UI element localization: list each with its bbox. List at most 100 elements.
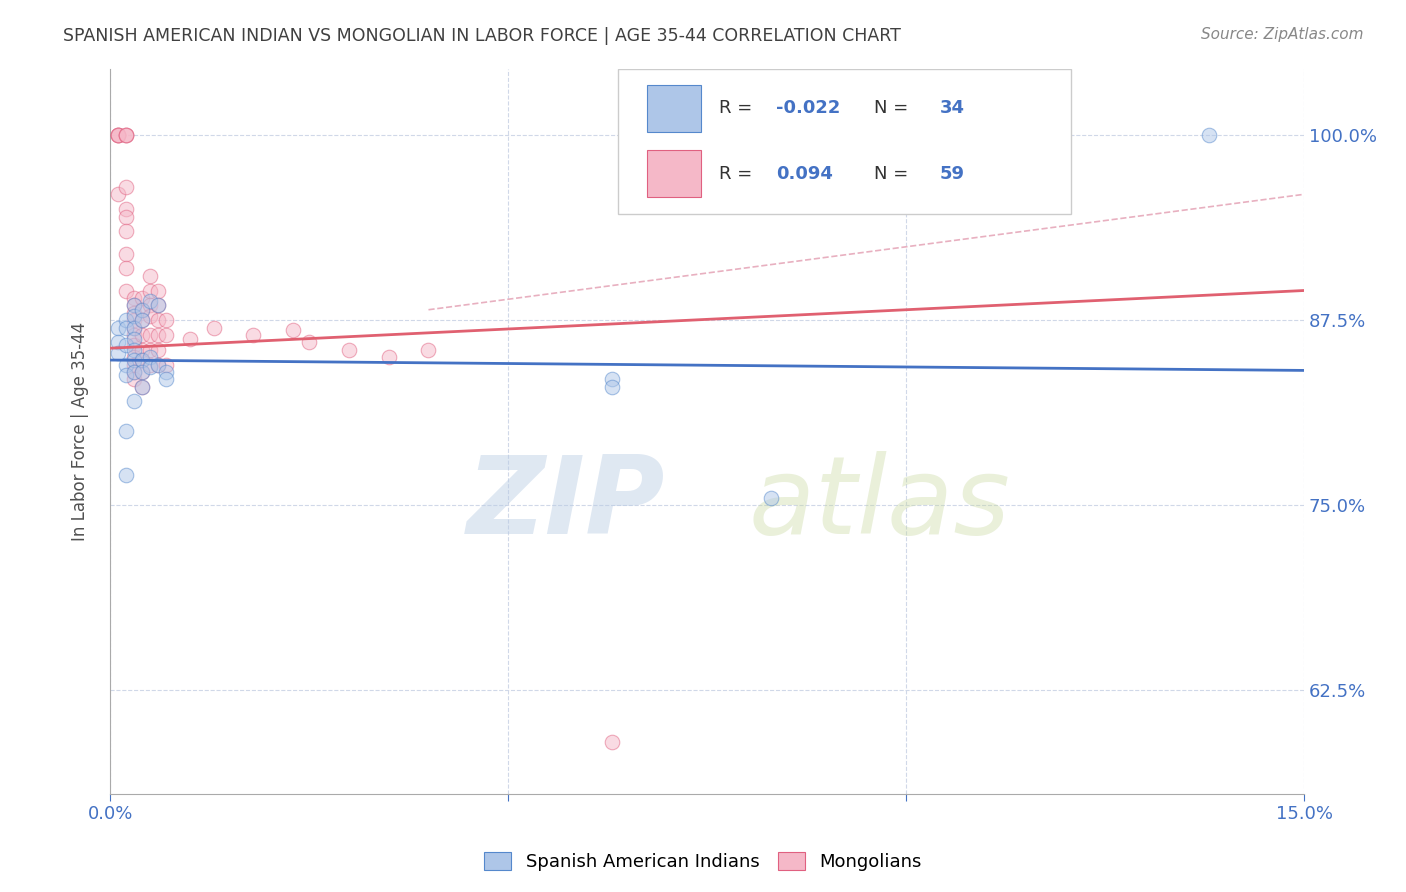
Point — [115, 320, 138, 334]
Point — [115, 128, 138, 142]
Point — [146, 358, 169, 372]
Point — [115, 368, 138, 382]
FancyBboxPatch shape — [617, 69, 1071, 213]
Point — [131, 353, 153, 368]
Point — [131, 313, 153, 327]
Point — [115, 261, 138, 276]
Point — [139, 350, 162, 364]
Point — [122, 350, 145, 364]
Point — [146, 343, 169, 357]
Point — [298, 335, 321, 350]
Point — [337, 343, 360, 357]
Point — [122, 306, 145, 320]
Point — [139, 298, 162, 312]
Point — [115, 338, 138, 352]
Point — [155, 372, 177, 386]
Point — [122, 365, 145, 379]
Point — [600, 380, 623, 394]
Point — [115, 424, 138, 438]
Point — [139, 284, 162, 298]
Point — [122, 332, 145, 346]
Point — [139, 358, 162, 372]
Text: ZIP: ZIP — [467, 450, 665, 557]
Point — [122, 338, 145, 352]
Point — [107, 320, 129, 334]
Text: -0.022: -0.022 — [776, 99, 841, 118]
Point — [131, 380, 153, 394]
Text: atlas: atlas — [749, 451, 1011, 556]
Point — [122, 309, 145, 323]
Point — [115, 224, 138, 238]
Point — [122, 298, 145, 312]
Text: Source: ZipAtlas.com: Source: ZipAtlas.com — [1201, 27, 1364, 42]
Point — [115, 358, 138, 372]
Point — [377, 350, 399, 364]
Point — [179, 332, 201, 346]
Text: SPANISH AMERICAN INDIAN VS MONGOLIAN IN LABOR FORCE | AGE 35-44 CORRELATION CHAR: SPANISH AMERICAN INDIAN VS MONGOLIAN IN … — [63, 27, 901, 45]
Point — [107, 128, 129, 142]
Text: 59: 59 — [939, 165, 965, 183]
Point — [242, 327, 264, 342]
Point — [122, 327, 145, 342]
Point — [139, 309, 162, 323]
Point — [107, 335, 129, 350]
Point — [418, 343, 440, 357]
Point — [131, 343, 153, 357]
Text: R =: R = — [718, 99, 758, 118]
Point — [146, 298, 169, 312]
Point — [202, 320, 225, 334]
FancyBboxPatch shape — [647, 85, 702, 132]
Point — [107, 128, 129, 142]
Point — [122, 394, 145, 409]
Point — [122, 291, 145, 305]
Point — [122, 358, 145, 372]
Point — [131, 302, 153, 317]
Point — [155, 327, 177, 342]
Point — [122, 365, 145, 379]
Point — [122, 353, 145, 368]
Point — [131, 353, 153, 368]
Point — [107, 128, 129, 142]
Point — [146, 358, 169, 372]
Point — [115, 246, 138, 260]
Point — [115, 128, 138, 142]
Point — [115, 284, 138, 298]
Point — [131, 313, 153, 327]
Point — [283, 323, 305, 337]
Point — [146, 298, 169, 312]
Point — [115, 468, 138, 483]
Text: N =: N = — [875, 165, 914, 183]
Point — [115, 180, 138, 194]
Point — [107, 128, 129, 142]
Y-axis label: In Labor Force | Age 35-44: In Labor Force | Age 35-44 — [72, 321, 89, 541]
Point — [759, 491, 782, 505]
Point — [122, 313, 145, 327]
Point — [122, 320, 145, 334]
Text: R =: R = — [718, 165, 763, 183]
Point — [139, 327, 162, 342]
Point — [146, 327, 169, 342]
Point — [139, 343, 162, 357]
Point — [600, 735, 623, 749]
Point — [122, 320, 145, 334]
Point — [155, 358, 177, 372]
Point — [115, 313, 138, 327]
Point — [115, 202, 138, 216]
Text: 0.094: 0.094 — [776, 165, 834, 183]
Point — [122, 372, 145, 386]
Point — [107, 187, 129, 202]
Point — [115, 128, 138, 142]
Point — [131, 291, 153, 305]
Point — [155, 365, 177, 379]
Point — [131, 365, 153, 379]
Point — [1198, 128, 1220, 142]
Point — [131, 327, 153, 342]
Point — [146, 284, 169, 298]
Point — [146, 313, 169, 327]
Text: N =: N = — [875, 99, 914, 118]
Point — [131, 365, 153, 379]
Legend: Spanish American Indians, Mongolians: Spanish American Indians, Mongolians — [477, 846, 929, 879]
Point — [139, 360, 162, 375]
Point — [131, 302, 153, 317]
Point — [122, 298, 145, 312]
